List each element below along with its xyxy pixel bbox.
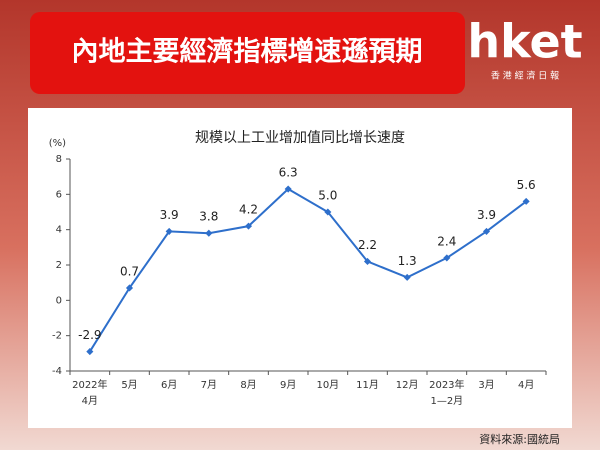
x-tick-label: 5月 <box>121 379 137 391</box>
data-point <box>165 227 173 235</box>
x-tick-label: 10月 <box>316 379 339 391</box>
headline: 內地主要經濟指標增速遜預期 <box>72 36 423 68</box>
y-tick-label: -2 <box>52 331 62 342</box>
x-tick-label: 11月 <box>356 379 379 391</box>
data-point <box>482 227 491 235</box>
data-point <box>443 254 451 262</box>
y-tick-label: 0 <box>56 295 62 306</box>
data-label: 5.0 <box>318 189 337 203</box>
data-line <box>88 187 527 353</box>
y-tick-label: 2 <box>56 260 62 271</box>
data-point <box>244 222 253 230</box>
y-unit: (%) <box>49 138 66 149</box>
data-label: 2.4 <box>437 234 456 248</box>
x-tick-label: 2022年 4月 <box>72 378 107 407</box>
data-label: 3.9 <box>477 208 496 222</box>
chart-title: 规模以上工业增加值同比增长速度 <box>195 130 405 146</box>
y-tick-label: 8 <box>56 154 62 165</box>
x-tick-label: 8月 <box>240 379 256 391</box>
data-label: 5.6 <box>517 178 536 192</box>
y-tick-label: 6 <box>56 189 62 200</box>
x-tick-label: 6月 <box>161 379 177 391</box>
data-label: 1.3 <box>398 254 417 268</box>
data-point <box>403 273 411 281</box>
data-point <box>125 284 134 292</box>
x-tick-label: 4月 <box>518 379 534 391</box>
data-point <box>205 229 213 237</box>
source-note: 資料來源:國統局 <box>479 432 560 446</box>
chart-panel <box>28 108 572 428</box>
x-tick-label: 9月 <box>280 379 296 391</box>
data-label: 6.3 <box>279 166 298 180</box>
logo-subtitle: 香 港 經 濟 日 報 <box>491 70 559 82</box>
x-tick-label: 7月 <box>201 379 217 391</box>
data-label: -2.9 <box>78 328 101 342</box>
data-point <box>284 185 292 193</box>
data-label: 4.2 <box>239 203 258 217</box>
y-tick-label: -4 <box>52 366 62 377</box>
logo: hket <box>467 15 582 69</box>
data-point <box>324 208 332 216</box>
title-banner <box>30 12 465 94</box>
y-tick-label: 4 <box>56 225 62 236</box>
x-tick-label: 2023年 1—2月 <box>429 378 464 407</box>
data-label: 0.7 <box>120 264 139 278</box>
data-point <box>363 257 372 266</box>
data-label: 2.2 <box>358 238 377 252</box>
x-tick-label: 3月 <box>478 379 494 391</box>
data-label: 3.8 <box>199 210 218 224</box>
data-point <box>522 197 530 205</box>
data-label: 3.9 <box>160 208 179 222</box>
plot-area: -4 -2 0 2 4 6 8 2022年 4月 5月 6月 7月 8月 9月 10月 11月 12月 2023年… <box>52 154 547 407</box>
x-tick-label: 12月 <box>396 379 419 391</box>
data-point <box>86 348 94 356</box>
